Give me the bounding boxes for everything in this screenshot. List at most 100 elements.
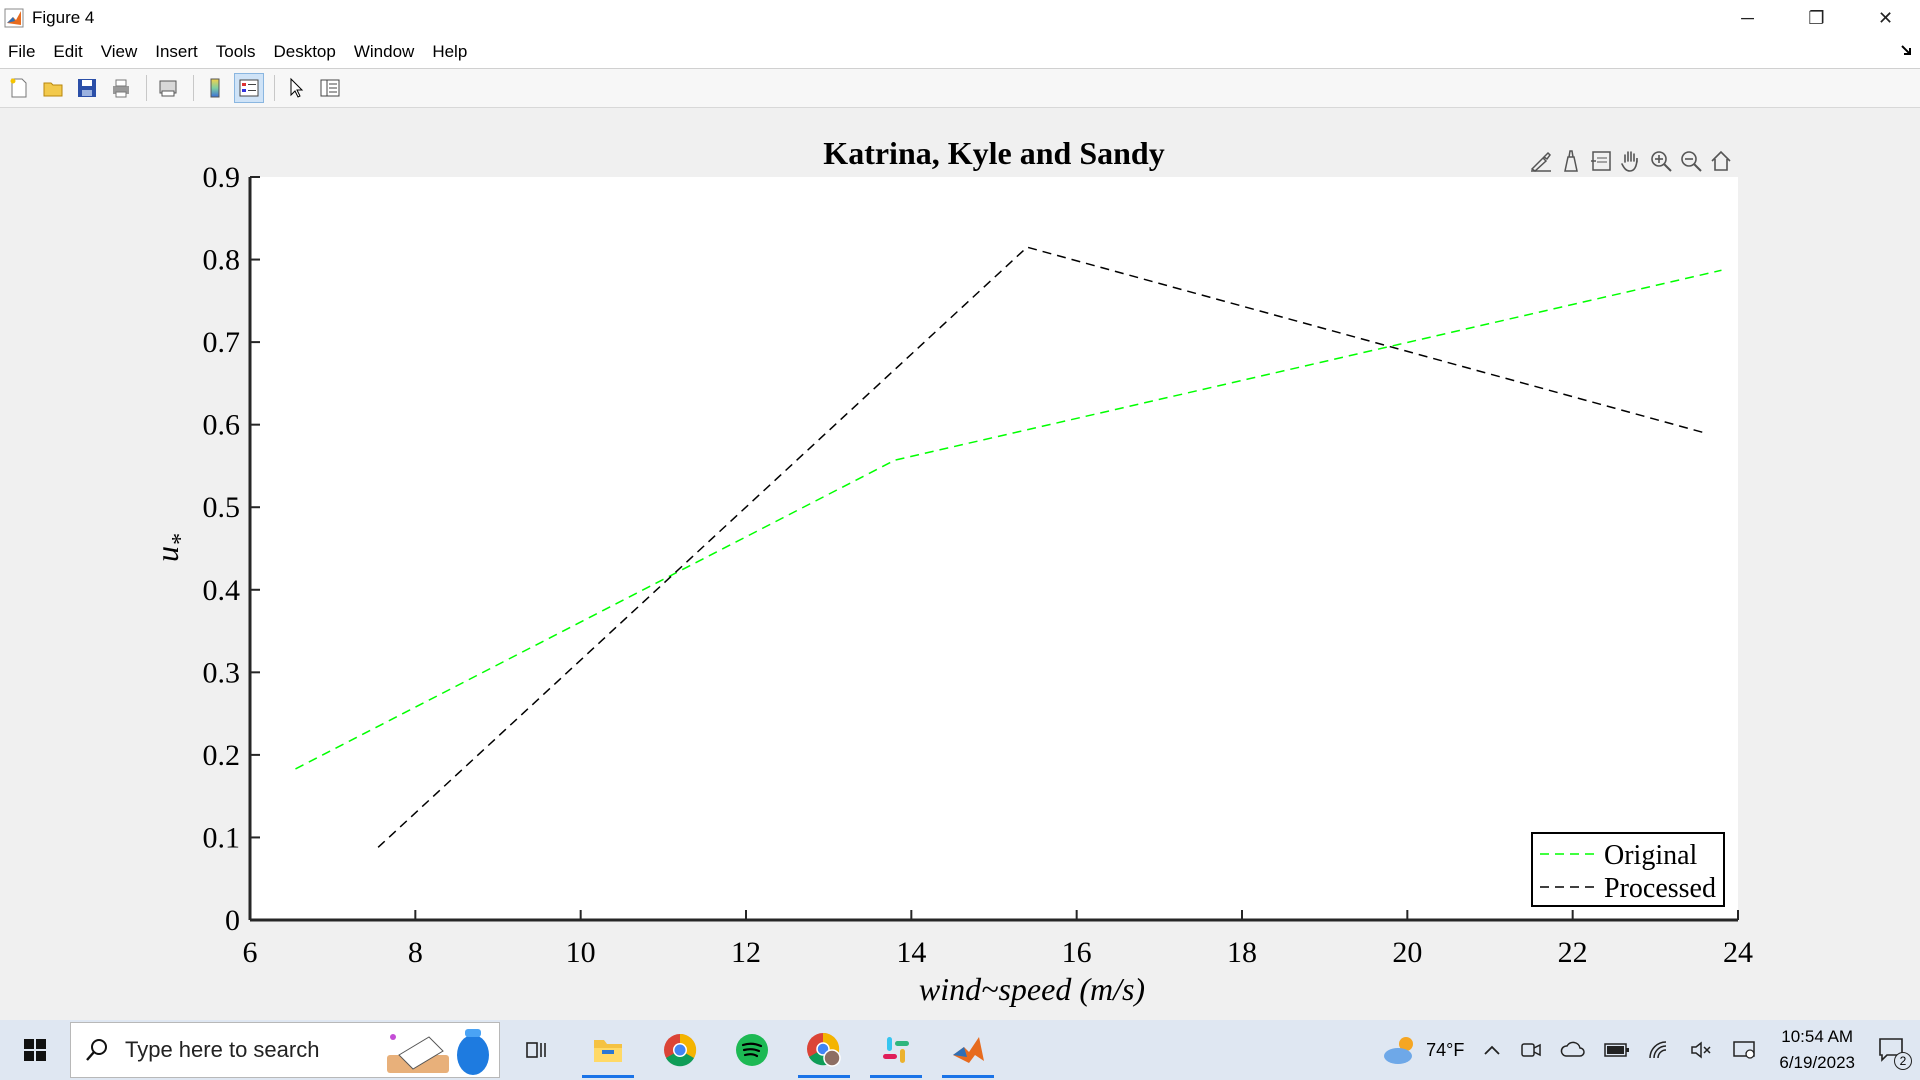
onedrive-cloud-icon [1561, 1041, 1586, 1057]
save-button[interactable] [72, 73, 102, 103]
clock-date: 6/19/2023 [1779, 1053, 1855, 1072]
x-tick-label: 20 [1392, 936, 1422, 969]
new-figure-icon [10, 78, 27, 98]
spotify-button[interactable] [716, 1020, 788, 1080]
menu-bar: File Edit View Insert Tools Desktop Wind… [0, 36, 1920, 69]
partly-cloudy-icon [1384, 1037, 1414, 1064]
y-tick-label: 0.8 [203, 244, 241, 277]
matlab-button[interactable] [932, 1020, 1004, 1080]
y-tick-label: 0.1 [203, 821, 241, 854]
x-tick-label: 16 [1062, 936, 1092, 969]
zoom-in-button[interactable] [1646, 146, 1676, 176]
chrome-icon [664, 1033, 697, 1067]
file-explorer-icon [594, 1040, 622, 1062]
matlab-icon [953, 1037, 984, 1063]
chrome-profile-button[interactable] [788, 1020, 860, 1080]
window-controls: ─ ❐ ✕ [1713, 0, 1920, 36]
x-tick-label: 22 [1558, 936, 1588, 969]
volume-button[interactable] [1681, 1020, 1723, 1080]
menu-insert[interactable]: Insert [155, 42, 198, 61]
print-button[interactable] [106, 73, 136, 103]
save-icon [78, 79, 96, 97]
weather-widget[interactable]: 74°F [1371, 1020, 1473, 1080]
slack-button[interactable] [860, 1020, 932, 1080]
menu-desktop[interactable]: Desktop [273, 42, 336, 61]
spotify-icon [736, 1034, 768, 1066]
wifi-icon [1649, 1041, 1667, 1059]
data-tips-icon [1564, 150, 1578, 172]
pan-icon [1621, 151, 1638, 172]
network-button[interactable] [1639, 1020, 1681, 1080]
menu-help[interactable]: Help [432, 42, 468, 61]
property-inspector-button[interactable] [315, 73, 345, 103]
x-tick-label: 12 [731, 936, 761, 969]
menu-view[interactable]: View [100, 42, 138, 61]
taskbar-search[interactable]: Type here to search [70, 1022, 500, 1078]
system-tray: 74°F 10:54 AM 6/19/2023 2 [1371, 1020, 1920, 1080]
search-icon [86, 1039, 107, 1061]
toolbar-separator [274, 75, 275, 101]
weather-temperature: 74°F [1426, 1039, 1465, 1060]
minimize-button[interactable]: ─ [1741, 7, 1754, 28]
notifications-button[interactable]: 2 [1869, 1020, 1920, 1080]
menu-window[interactable]: Window [353, 42, 415, 61]
zoom-out-button[interactable] [1676, 146, 1706, 176]
property-inspector-icon [320, 79, 340, 97]
search-placeholder: Type here to search [125, 1037, 320, 1062]
show-hidden-icons-button[interactable] [1473, 1020, 1511, 1080]
dock-arrow-icon[interactable] [1900, 44, 1912, 56]
menu-tools[interactable]: Tools [215, 42, 256, 61]
zoom-in-icon [1651, 151, 1672, 172]
edit-plot-button[interactable] [281, 73, 311, 103]
taskbar: Type here to search 74°F [0, 1020, 1920, 1080]
file-explorer-button[interactable] [572, 1020, 644, 1080]
y-tick-label: 0.9 [203, 161, 241, 194]
y-axis-label: u* [149, 534, 194, 562]
clock[interactable]: 10:54 AM 6/19/2023 [1765, 1024, 1869, 1076]
meet-now-button[interactable] [1511, 1020, 1551, 1080]
menu-file[interactable]: File [8, 42, 36, 61]
notification-count: 2 [1894, 1052, 1912, 1070]
display-button[interactable] [1723, 1020, 1765, 1080]
series-line-processed[interactable] [377, 246, 1706, 848]
chevron-up-icon [1484, 1045, 1500, 1055]
close-button[interactable]: ✕ [1877, 7, 1894, 28]
data-cursor-icon [1591, 151, 1611, 171]
maximize-button[interactable]: ❐ [1808, 7, 1825, 28]
line-chart: 6 8 10 12 14 16 18 20 22 24 0 0.1 0.2 0.3 0.4 0.5 0.6 0.… [149, 135, 1753, 1007]
task-view-button[interactable] [500, 1020, 572, 1080]
brush-icon [1530, 151, 1551, 172]
open-file-button[interactable] [38, 73, 68, 103]
legend-button[interactable] [234, 73, 264, 103]
toolbar-separator [193, 75, 194, 101]
colorbar-button[interactable] [200, 73, 230, 103]
pointer-icon [290, 77, 304, 98]
data-tips-button[interactable] [1556, 146, 1586, 176]
onedrive-button[interactable] [1551, 1020, 1595, 1080]
toolbar-separator [146, 75, 147, 101]
start-button[interactable] [0, 1020, 70, 1080]
menu-edit[interactable]: Edit [53, 42, 83, 61]
search-highlight-icon [387, 1029, 489, 1075]
plot-area[interactable] [250, 177, 1738, 920]
x-axis-label: wind~speed (m/s) [919, 971, 1145, 1007]
zoom-out-icon [1681, 151, 1702, 172]
y-tick-label: 0 [225, 904, 240, 937]
figure-canvas[interactable]: 6 8 10 12 14 16 18 20 22 24 0 0.1 0.2 0.3 0.4 0.5 0.6 0.… [0, 108, 1920, 1020]
figure-toolbar [0, 69, 1920, 108]
axes-toolbar [1526, 146, 1736, 176]
volume-muted-icon [1691, 1041, 1711, 1059]
brush-button[interactable] [1526, 146, 1556, 176]
window-title: Figure 4 [32, 8, 95, 27]
home-button[interactable] [1706, 146, 1736, 176]
battery-button[interactable] [1595, 1020, 1639, 1080]
data-cursor-button[interactable] [1586, 146, 1616, 176]
chrome-button[interactable] [644, 1020, 716, 1080]
clock-time: 10:54 AM [1781, 1027, 1854, 1046]
x-tick-label: 10 [566, 936, 596, 969]
legend-icon [239, 79, 259, 97]
print-preview-button[interactable] [153, 73, 183, 103]
new-figure-button[interactable] [4, 73, 34, 103]
pan-button[interactable] [1616, 146, 1646, 176]
